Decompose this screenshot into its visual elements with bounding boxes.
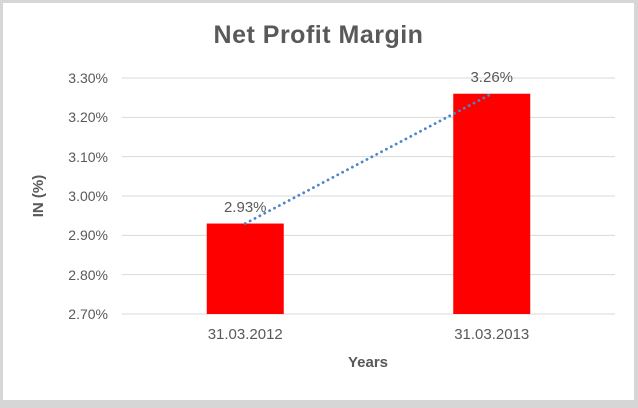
x-category-label: 31.03.2012 [207,326,283,343]
trendline [243,92,494,225]
y-tick-label: 2.70% [68,306,108,322]
bar-data-label: 2.93% [223,198,267,216]
y-tick-label: 3.10% [68,148,108,165]
x-axis-title: Years [347,354,389,371]
y-tick-label: 3.00% [68,188,108,204]
y-tick-label: 3.20% [68,109,108,126]
y-tick-label: 2.80% [68,266,108,283]
y-tick-label: 3.30% [68,70,108,86]
chart-title: Net Profit Margin [213,21,424,49]
chart-area: Net Profit Margin IN (%) Years 2.70% 2.80… [3,3,634,400]
bar-data-label: 3.26% [470,68,514,86]
plot-svg [122,77,615,315]
y-tick-label: 2.90% [68,227,108,244]
bar [453,93,531,314]
x-category-label: 31.03.2013 [454,326,530,343]
bar [206,223,284,314]
